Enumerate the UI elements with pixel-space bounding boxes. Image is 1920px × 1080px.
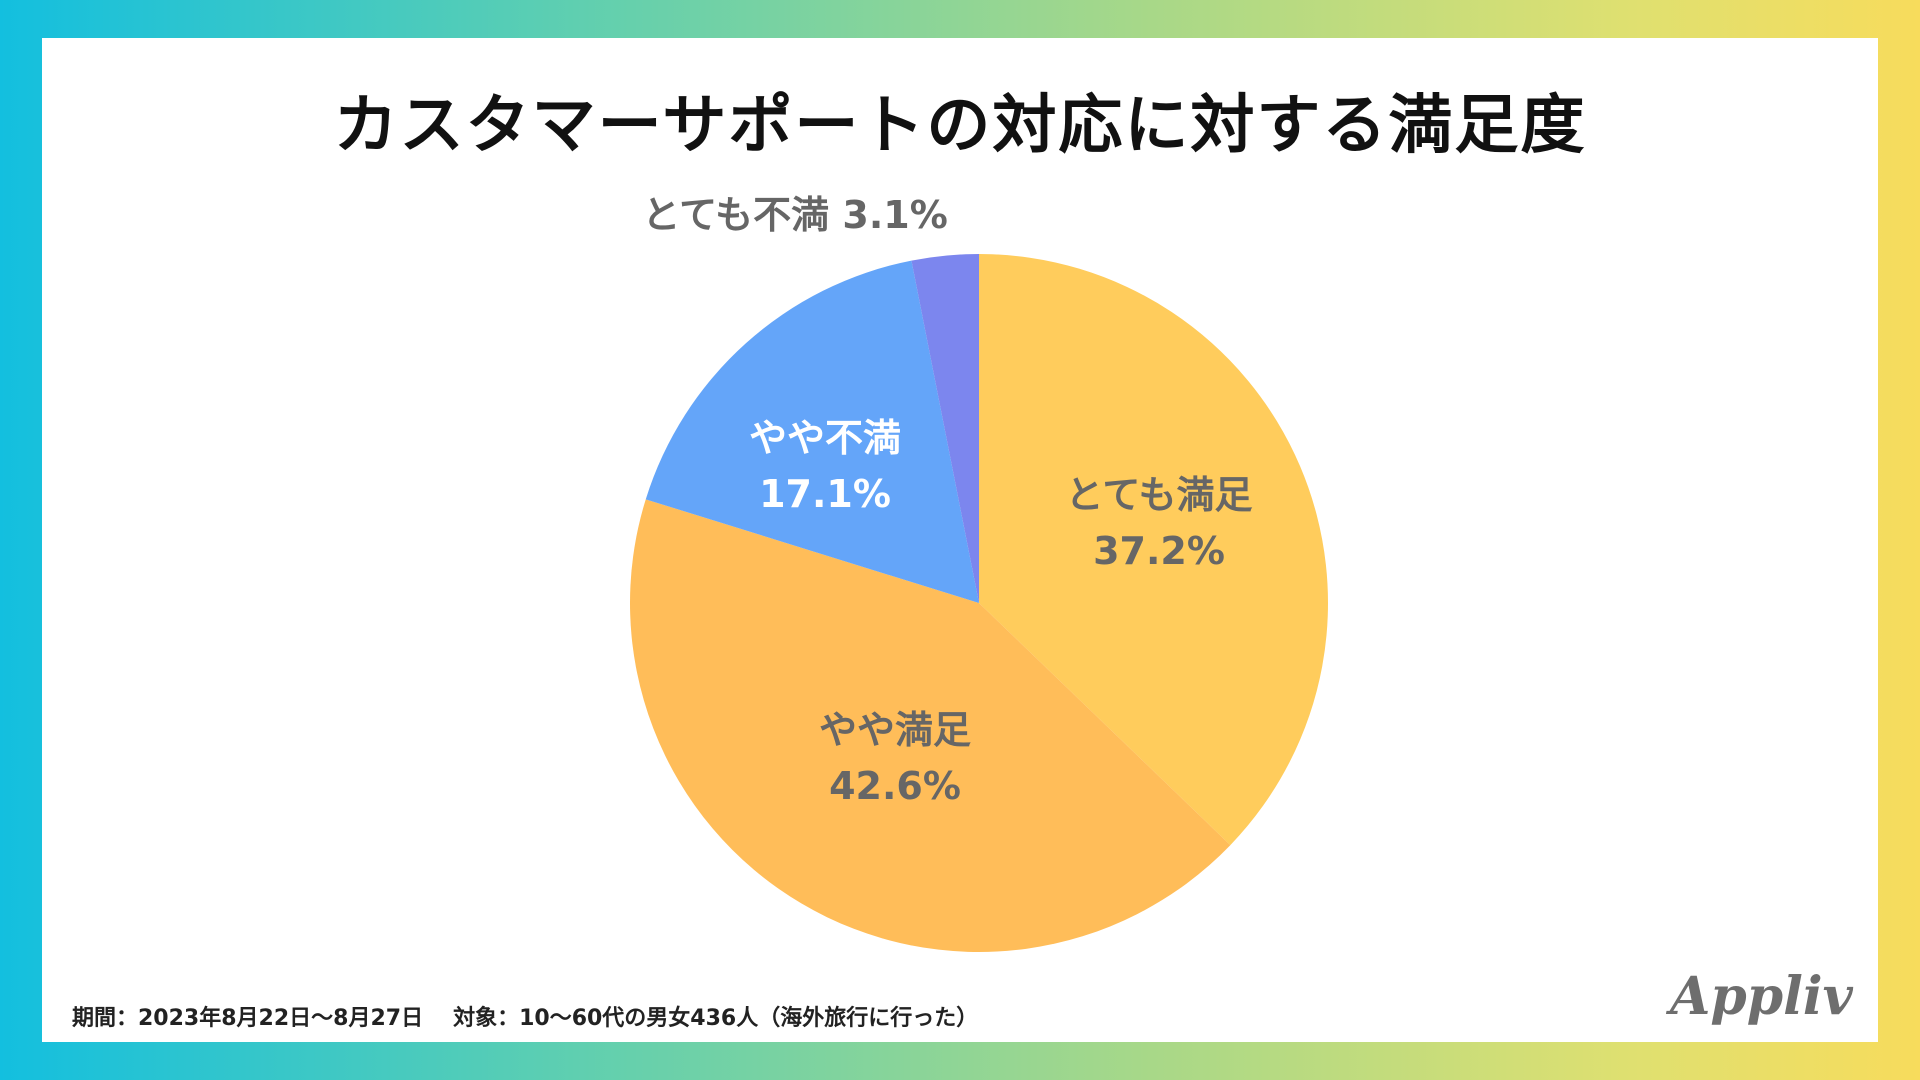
slice-value-label: 17.1% bbox=[759, 472, 891, 516]
appliv-logo: Appliv bbox=[1670, 966, 1853, 1027]
slice-label: やや不満 bbox=[749, 416, 901, 460]
pie-slice bbox=[645, 260, 979, 603]
pie-slice bbox=[979, 254, 1328, 846]
pie-chart: とても満足 37.2% やや満足 42.6% やや不満 17.1% とても不満 3.1% bbox=[629, 193, 1328, 953]
slice-label: とても不満 3.1% bbox=[642, 193, 948, 237]
slice-label: とても満足 bbox=[1066, 473, 1253, 517]
chart-title: カスタマーサポートの対応に対する満足度 bbox=[333, 89, 1587, 163]
slice-label: やや満足 bbox=[819, 708, 971, 752]
pie-slice bbox=[629, 499, 1231, 953]
pie-slice bbox=[911, 254, 979, 603]
survey-footnote: 期間：2023年8月22日〜8月27日 対象：10〜60代の男女436人（海外旅行… bbox=[72, 1000, 978, 1032]
survey-period: 期間：2023年8月22日〜8月27日 bbox=[72, 1006, 424, 1031]
slice-value-label: 37.2% bbox=[1093, 529, 1225, 573]
slice-value-label: 42.6% bbox=[829, 764, 961, 808]
chart-card: カスタマーサポートの対応に対する満足度 とても満足 37.2% やや満足 42.6% や… bbox=[42, 38, 1878, 1042]
survey-target: 対象：10〜60代の男女436人（海外旅行に行った） bbox=[453, 1006, 979, 1031]
